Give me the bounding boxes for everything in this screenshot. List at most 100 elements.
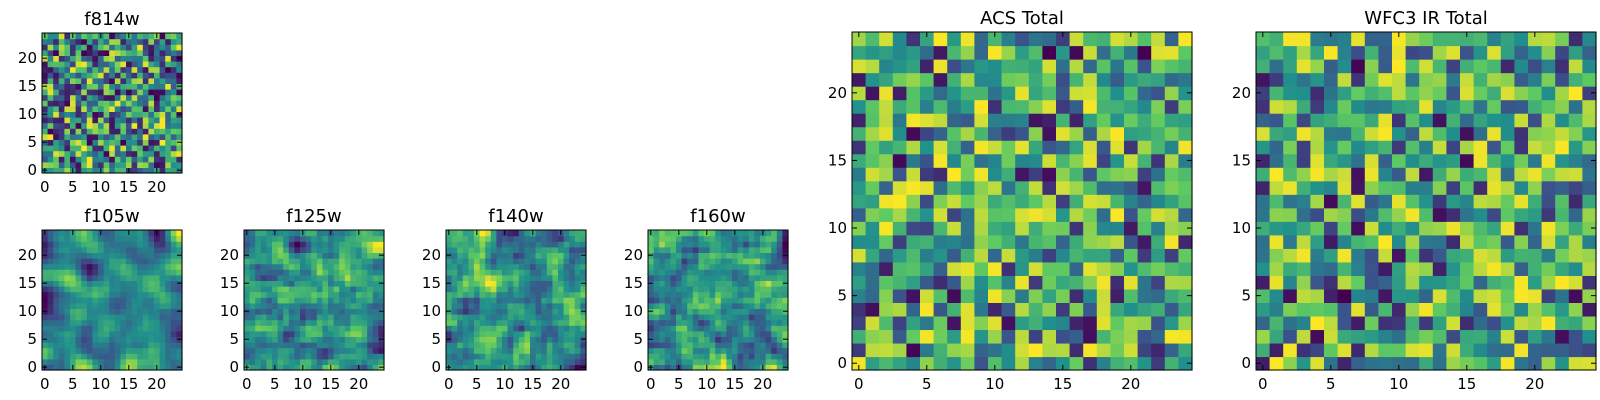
- heatmap-cell: [131, 358, 138, 365]
- heatmap-cell: [496, 308, 503, 315]
- heatmap-cell: [1056, 167, 1071, 182]
- heatmap-cell: [170, 314, 177, 321]
- heatmap-cell: [974, 261, 989, 276]
- heatmap-cell: [170, 167, 177, 174]
- heatmap-cell: [1042, 86, 1057, 101]
- heatmap-cell: [1028, 329, 1043, 344]
- heatmap-cell: [580, 330, 587, 337]
- heatmap-cell: [920, 72, 935, 87]
- heatmap-cell: [131, 139, 138, 146]
- heatmap-cell: [142, 246, 149, 253]
- heatmap-cell: [114, 33, 121, 40]
- heatmap-cell: [165, 117, 172, 124]
- heatmap-cell: [1446, 140, 1461, 155]
- heatmap-cell: [1137, 234, 1152, 249]
- heatmap-cell: [294, 269, 301, 276]
- heatmap-cell: [53, 347, 60, 354]
- heatmap-cell: [131, 235, 138, 242]
- heatmap-cell: [1473, 221, 1488, 236]
- heatmap-cell: [1351, 194, 1366, 209]
- heatmap-cell: [546, 269, 553, 276]
- heatmap-cell: [737, 263, 744, 270]
- heatmap-cell: [114, 325, 121, 332]
- heatmap-cell: [81, 100, 88, 107]
- heatmap-cell: [165, 33, 172, 40]
- heatmap-cell: [569, 269, 576, 276]
- heatmap-cell: [1269, 329, 1284, 344]
- y-tick-label: 5: [229, 330, 239, 348]
- heatmap-cell: [244, 342, 251, 349]
- heatmap-cell: [92, 72, 99, 79]
- heatmap-cell: [1164, 288, 1179, 303]
- heatmap-cell: [1555, 99, 1570, 114]
- heatmap-cell: [1405, 356, 1420, 371]
- heatmap-cell: [86, 38, 93, 45]
- heatmap-cell: [47, 280, 54, 287]
- heatmap-cell: [720, 269, 727, 276]
- heatmap-cell: [92, 139, 99, 146]
- heatmap-cell: [86, 167, 93, 174]
- heatmap-cell: [75, 302, 82, 309]
- heatmap-cell: [75, 133, 82, 140]
- heatmap-cell: [170, 72, 177, 79]
- heatmap-cell: [782, 297, 789, 304]
- heatmap-cell: [760, 325, 767, 332]
- heatmap-cell: [81, 269, 88, 276]
- heatmap-cell: [457, 358, 464, 365]
- x-tick-label: 10: [91, 178, 110, 196]
- x-tick-label: 20: [147, 375, 166, 393]
- heatmap-cell: [496, 286, 503, 293]
- heatmap-cell: [1528, 32, 1543, 47]
- heatmap-cell: [1151, 140, 1166, 155]
- heatmap-cell: [92, 128, 99, 135]
- heatmap-cell: [1568, 45, 1583, 60]
- heatmap-cell: [1137, 126, 1152, 141]
- heatmap-cell: [709, 330, 716, 337]
- heatmap-cell: [988, 32, 1003, 47]
- heatmap-cell: [1269, 45, 1284, 60]
- heatmap-cell: [1069, 329, 1084, 344]
- heatmap-cell: [1069, 72, 1084, 87]
- heatmap-cell: [1555, 248, 1570, 263]
- heatmap-cell: [344, 291, 351, 298]
- heatmap-cell: [1500, 315, 1515, 331]
- heatmap-cell: [159, 269, 166, 276]
- heatmap-cell: [378, 286, 385, 293]
- heatmap-cell: [726, 246, 733, 253]
- heatmap-cell: [277, 347, 284, 354]
- heatmap-cell: [1378, 288, 1393, 303]
- heatmap-cell: [720, 302, 727, 309]
- heatmap-cell: [1568, 153, 1583, 168]
- heatmap-cell: [1528, 72, 1543, 87]
- heatmap-cell: [920, 356, 935, 371]
- heatmap-cell: [1324, 288, 1339, 303]
- heatmap-cell: [64, 89, 71, 96]
- heatmap-cell: [569, 263, 576, 270]
- heatmap-cell: [524, 358, 531, 365]
- heatmap-cell: [879, 342, 894, 358]
- heatmap-cell: [109, 33, 116, 40]
- heatmap-cell: [530, 258, 537, 265]
- heatmap-cell: [670, 308, 677, 315]
- heatmap-cell: [176, 122, 183, 129]
- heatmap-cell: [339, 252, 346, 259]
- heatmap-cell: [1432, 248, 1447, 263]
- heatmap-cell: [580, 269, 587, 276]
- heatmap-cell: [524, 269, 531, 276]
- heatmap-cell: [507, 302, 514, 309]
- heatmap-cell: [1028, 180, 1043, 195]
- heatmap-cell: [372, 330, 379, 337]
- heatmap-cell: [563, 358, 570, 365]
- heatmap-cell: [1514, 140, 1529, 155]
- heatmap-cell: [1392, 275, 1407, 290]
- heatmap-cell: [114, 77, 121, 84]
- heatmap-cell: [1296, 194, 1311, 209]
- heatmap-cell: [47, 246, 54, 253]
- heatmap-cell: [704, 353, 711, 360]
- heatmap-cell: [446, 263, 453, 270]
- heatmap-cell: [771, 235, 778, 242]
- heatmap-cell: [1582, 86, 1597, 101]
- heatmap-cell: [42, 235, 49, 242]
